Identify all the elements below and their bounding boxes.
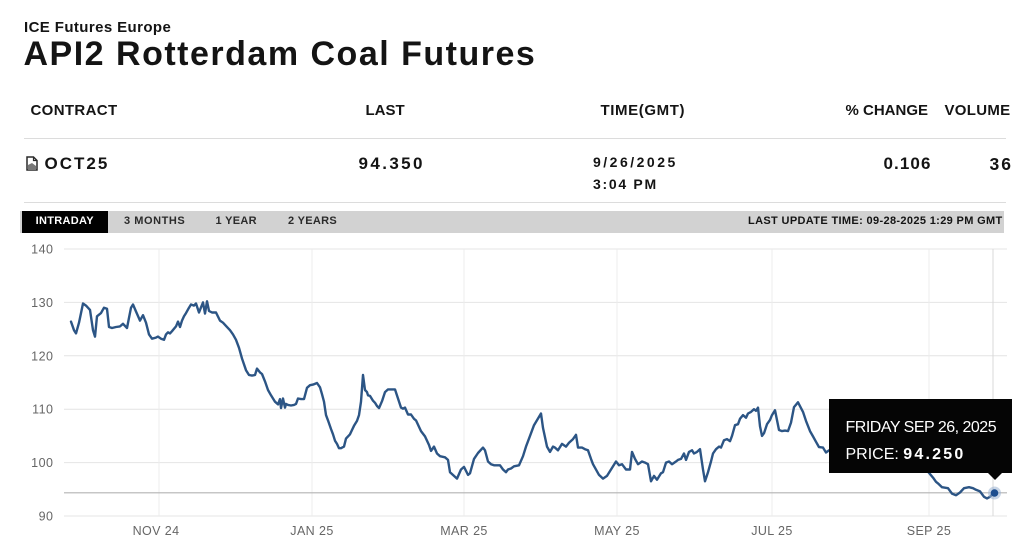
svg-text:110: 110 [32,403,53,417]
svg-text:SEP 25: SEP 25 [907,524,952,538]
svg-text:JUL 25: JUL 25 [751,524,793,538]
svg-text:100: 100 [31,456,53,470]
svg-text:NOV 24: NOV 24 [133,524,180,538]
svg-text:MAR 25: MAR 25 [440,524,488,538]
svg-text:120: 120 [31,349,53,363]
svg-text:130: 130 [31,296,53,310]
svg-text:FRIDAY SEP 26, 2025: FRIDAY SEP 26, 2025 [846,419,997,436]
svg-text:140: 140 [31,243,53,257]
svg-text:JAN 25: JAN 25 [290,524,333,538]
svg-text:MAY 25: MAY 25 [594,524,640,538]
svg-text:90: 90 [39,510,54,524]
svg-text:PRICE: 94.250: PRICE: 94.250 [846,446,966,463]
